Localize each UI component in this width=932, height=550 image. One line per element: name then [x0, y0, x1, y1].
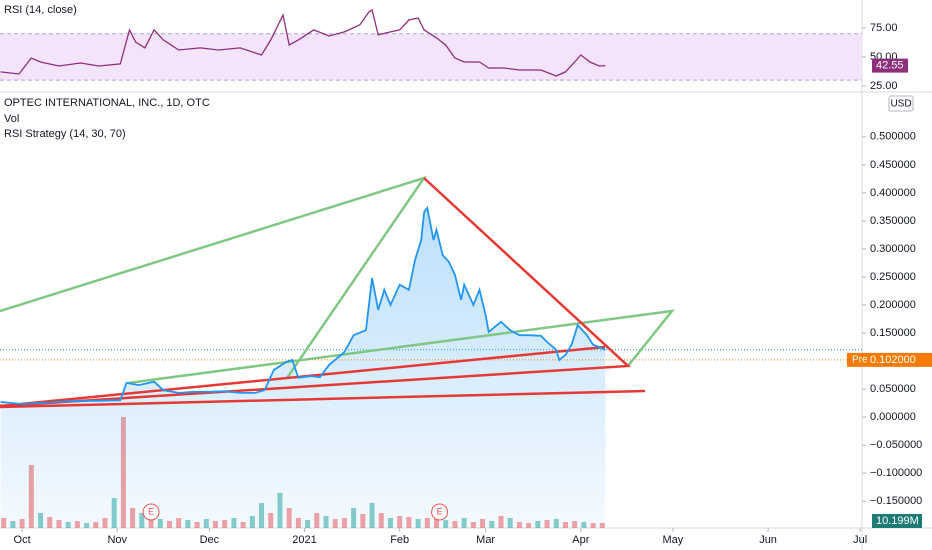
y-tick-label: 0.250000 [870, 271, 916, 283]
y-tick-label: 25.00 [870, 80, 898, 92]
y-tick-label: −0.100000 [870, 467, 922, 479]
symbol-title: OPTEC INTERNATIONAL, INC., 1D, OTC [4, 97, 210, 109]
x-tick-label: May [663, 534, 684, 546]
rsi-title: RSI (14, close) [4, 4, 77, 16]
line [0, 205, 606, 406]
x-tick-label: Dec [200, 534, 220, 546]
y-tick-label: 75.00 [870, 22, 898, 34]
price-area [0, 208, 606, 528]
pre-name: Pre [852, 355, 868, 366]
y-tick-label: 0.350000 [870, 215, 916, 227]
y-tick-label: 0.150000 [870, 327, 916, 339]
x-tick-label: Nov [107, 534, 127, 546]
x-tick-label: Mar [476, 534, 495, 546]
x-tick-label: 2021 [292, 534, 316, 546]
trendline [0, 389, 646, 409]
legend-item: Vol [4, 113, 19, 125]
x-tick-label: Jun [759, 534, 777, 546]
rsi-last-label: 42.55 [876, 60, 904, 72]
x-tick-label: Feb [390, 534, 409, 546]
rsi-band [0, 33, 862, 81]
x-tick-label: Oct [14, 534, 31, 546]
y-tick-label: 0.000000 [870, 411, 916, 423]
rsi-last-badge [872, 58, 908, 73]
event-marker [142, 503, 160, 521]
y-tick-label: 0.500000 [870, 131, 916, 143]
pre-label: 0.102000 [870, 354, 916, 366]
line [0, 8, 606, 77]
event-label: E [148, 506, 154, 516]
y-tick-label: 0.300000 [870, 243, 916, 255]
y-tick-label: 0.450000 [870, 159, 916, 171]
trendline [127, 309, 675, 385]
legend-item: RSI Strategy (14, 30, 70) [4, 128, 126, 140]
y-tick-label: 0.200000 [870, 299, 916, 311]
currency-box[interactable] [888, 95, 914, 112]
y-tick-label: −0.050000 [870, 439, 922, 451]
event-marker [431, 503, 449, 521]
x-tick-label: Apr [572, 534, 589, 546]
event-label: E [437, 506, 443, 516]
y-tick-label: −0.150000 [870, 495, 922, 507]
x-tick-label: Jul [853, 534, 867, 546]
volume-last-label: 10.199M [876, 515, 919, 527]
volume-last-badge [872, 514, 922, 528]
currency: USD [890, 99, 911, 110]
y-tick-label: 0.400000 [870, 187, 916, 199]
pre-badge [847, 352, 932, 367]
y-tick-label: 0.050000 [870, 383, 916, 395]
